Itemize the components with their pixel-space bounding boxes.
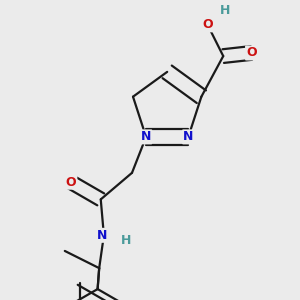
- Text: O: O: [246, 46, 257, 59]
- Text: H: H: [121, 233, 131, 247]
- Text: N: N: [183, 130, 194, 143]
- Text: N: N: [141, 130, 151, 143]
- Text: H: H: [220, 4, 230, 17]
- Text: N: N: [97, 229, 107, 242]
- Text: O: O: [66, 176, 76, 189]
- Text: O: O: [202, 18, 213, 31]
